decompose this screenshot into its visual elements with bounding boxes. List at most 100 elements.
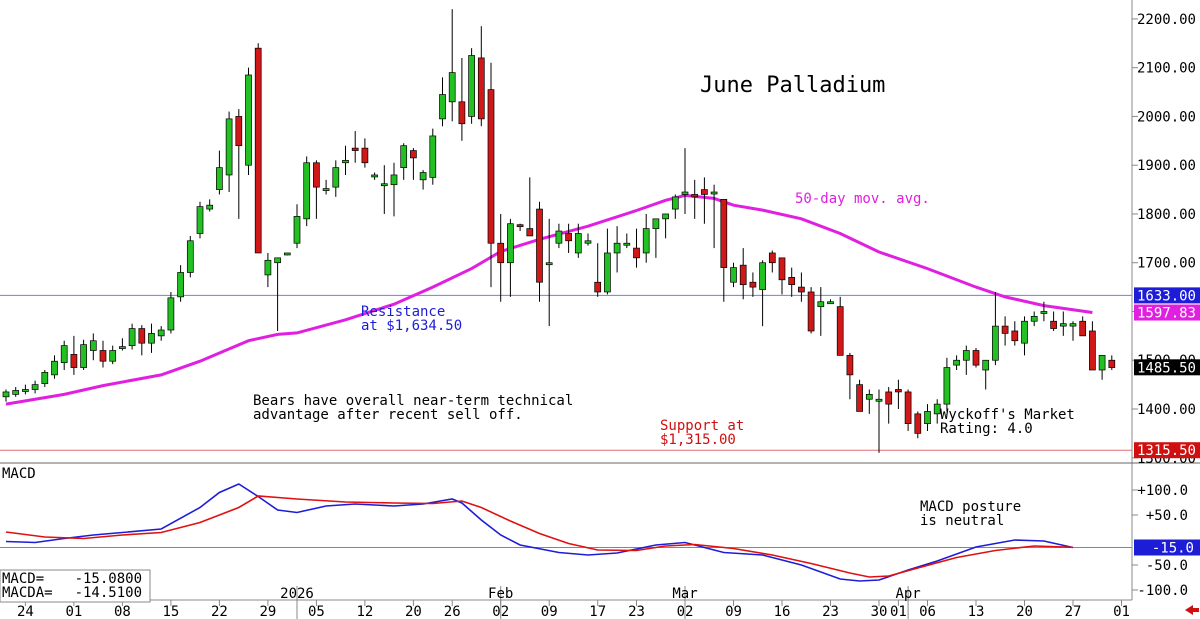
candlestick-24 bbox=[235, 109, 243, 219]
price-tag-bg-1 bbox=[1134, 359, 1200, 376]
candlestick-58 bbox=[565, 223, 572, 253]
candlestick-9 bbox=[89, 333, 97, 361]
candle-body-59 bbox=[574, 233, 582, 254]
candle-body-97 bbox=[943, 367, 951, 405]
candlestick-106 bbox=[1030, 311, 1038, 327]
candlestick-29 bbox=[283, 252, 291, 256]
candle-body-94 bbox=[914, 413, 922, 434]
candle-body-57 bbox=[555, 230, 563, 244]
candle-body-107 bbox=[1040, 311, 1048, 314]
wyckoff-annotation-line2: Rating: 4.0 bbox=[940, 421, 1033, 437]
date-tick-label-3: 15 bbox=[162, 604, 179, 619]
candlestick-27 bbox=[264, 252, 272, 288]
candle-body-89 bbox=[865, 394, 873, 400]
candlestick-86 bbox=[836, 296, 844, 356]
candle-body-74 bbox=[720, 198, 728, 268]
candle-body-45 bbox=[439, 94, 446, 120]
candle-body-43 bbox=[419, 172, 427, 181]
candlestick-0 bbox=[2, 389, 10, 402]
date-tick-label-16: 16 bbox=[774, 604, 791, 619]
candlestick-33 bbox=[322, 179, 330, 195]
candlestick-53 bbox=[516, 223, 524, 232]
candle-body-80 bbox=[778, 257, 786, 281]
candlestick-104 bbox=[1011, 321, 1019, 346]
wyckoff-annotation-line1: Wyckoff's Market bbox=[940, 407, 1075, 423]
moving-average-polyline bbox=[5, 193, 1093, 406]
candlestick-92 bbox=[895, 379, 902, 409]
candle-body-40 bbox=[390, 174, 398, 186]
date-tick-label-18: 30 bbox=[871, 604, 888, 619]
candle-body-49 bbox=[477, 57, 485, 120]
candlestick-23 bbox=[225, 111, 233, 193]
candle-body-65 bbox=[633, 247, 640, 259]
date-group-label-1: Feb bbox=[488, 586, 513, 602]
candle-body-100 bbox=[972, 350, 980, 366]
price-tag-label-0: 1597.83 bbox=[1137, 306, 1196, 322]
candlestick-105 bbox=[1021, 316, 1028, 356]
price-hline-tag-bg-0 bbox=[1134, 287, 1200, 304]
candle-body-4 bbox=[41, 372, 49, 384]
candle-body-108 bbox=[1050, 320, 1057, 329]
candle-body-58 bbox=[565, 233, 572, 242]
candle-body-114 bbox=[1108, 359, 1116, 368]
candle-body-81 bbox=[788, 276, 796, 286]
candlestick-102 bbox=[992, 291, 999, 366]
candlestick-3 bbox=[31, 380, 39, 394]
candlestick-31 bbox=[303, 156, 311, 227]
candlestick-49 bbox=[477, 26, 485, 127]
candlestick-28 bbox=[274, 257, 281, 331]
candlestick-46 bbox=[448, 9, 456, 122]
candlestick-69 bbox=[671, 194, 679, 219]
candlestick-67 bbox=[652, 218, 660, 258]
macd-axis-ticks: +100.0 +50.0 -50.0 -100.0 bbox=[1132, 483, 1188, 599]
candlestick-108 bbox=[1050, 311, 1057, 331]
candlestick-44 bbox=[429, 128, 437, 185]
candle-body-17 bbox=[167, 297, 175, 331]
candlestick-17 bbox=[167, 291, 175, 334]
date-tick-label-15: 09 bbox=[725, 604, 742, 619]
candlestick-110 bbox=[1069, 321, 1077, 341]
candle-body-35 bbox=[342, 159, 349, 164]
candle-body-52 bbox=[507, 223, 514, 264]
price-tick-label-1: 2100.00 bbox=[1137, 61, 1196, 77]
candlestick-52 bbox=[507, 218, 514, 297]
candlestick-70 bbox=[681, 148, 689, 214]
macda-readout-label: MACDA= bbox=[2, 585, 53, 601]
candle-body-34 bbox=[332, 167, 340, 188]
macd-readout-value: -15.0800 bbox=[75, 571, 142, 587]
macd-series-macda bbox=[5, 495, 1074, 578]
candlestick-56 bbox=[545, 218, 553, 327]
price-tick-label-3: 1900.00 bbox=[1137, 158, 1196, 174]
candle-body-90 bbox=[875, 398, 883, 402]
candle-body-110 bbox=[1069, 323, 1077, 327]
candle-body-28 bbox=[274, 257, 281, 264]
candle-body-41 bbox=[400, 145, 408, 168]
candle-body-15 bbox=[148, 333, 155, 344]
price-tag-label-1: 1485.50 bbox=[1137, 360, 1196, 376]
date-group-label-3: Apr bbox=[895, 586, 920, 602]
candle-body-99 bbox=[962, 350, 970, 361]
date-tick-label-6: 05 bbox=[308, 604, 325, 619]
candlestick-62 bbox=[604, 228, 611, 295]
candle-body-7 bbox=[70, 354, 78, 368]
candlestick-74 bbox=[720, 198, 728, 302]
candle-body-37 bbox=[361, 147, 369, 164]
candle-body-13 bbox=[128, 328, 136, 346]
candle-body-22 bbox=[216, 167, 223, 190]
macd-tick-label-0: +100.0 bbox=[1137, 483, 1188, 499]
candlestick-65 bbox=[633, 228, 640, 268]
candle-body-3 bbox=[31, 384, 39, 390]
candlestick-68 bbox=[662, 213, 669, 239]
candle-body-55 bbox=[536, 208, 543, 283]
candle-body-0 bbox=[2, 391, 10, 398]
date-tick-label-20: 06 bbox=[919, 604, 936, 619]
date-tick-label-4: 22 bbox=[211, 604, 228, 619]
price-tag-bg-0 bbox=[1134, 304, 1200, 321]
candle-body-109 bbox=[1059, 323, 1067, 327]
candle-body-60 bbox=[584, 240, 592, 244]
candlestick-91 bbox=[885, 387, 893, 424]
candle-body-5 bbox=[51, 360, 58, 376]
candle-body-82 bbox=[798, 286, 805, 293]
date-tick-label-13: 23 bbox=[628, 604, 645, 619]
scroll-left-arrow-icon[interactable] bbox=[1185, 605, 1199, 615]
